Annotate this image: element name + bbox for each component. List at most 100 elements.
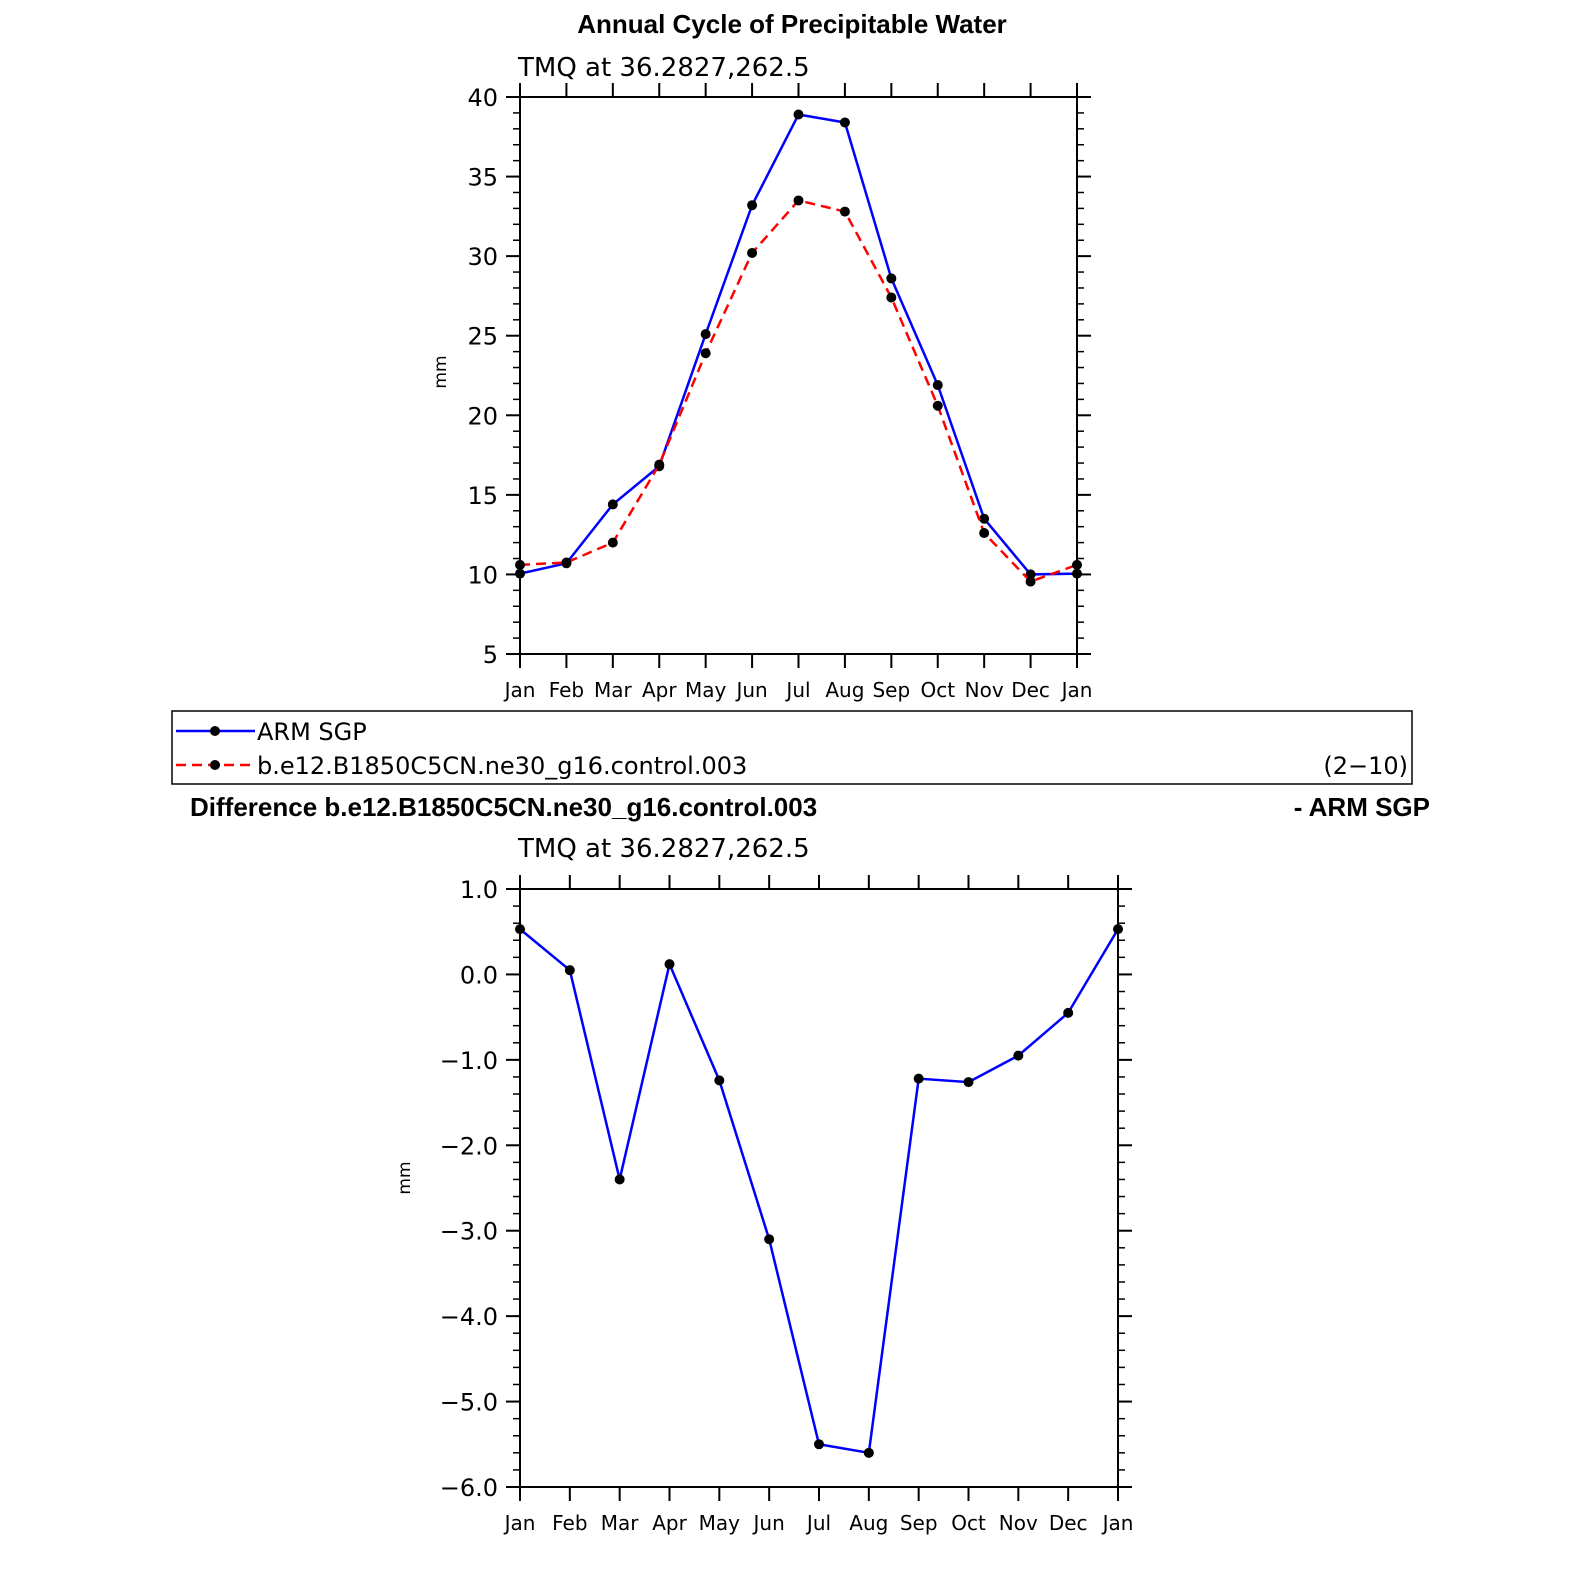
data-point (1063, 1007, 1074, 1018)
legend: ARM SGP b.e12.B1850C5CN.ne30_g16.control… (171, 710, 1413, 785)
y-tick-label: 15 (467, 482, 498, 510)
data-point (564, 965, 575, 976)
data-point (932, 400, 943, 411)
series-group (515, 109, 1082, 587)
x-tick-label: Jan (1060, 678, 1093, 702)
x-tick-label: Aug (825, 678, 864, 702)
data-point (839, 117, 850, 128)
x-tick-label: May (685, 678, 727, 702)
legend-frame (171, 710, 1413, 785)
data-point (839, 206, 850, 217)
data-point (979, 513, 990, 524)
x-tick-label: Feb (552, 1511, 587, 1535)
difference-chart: Difference b.e12.B1850C5CN.ne30_g16.cont… (190, 792, 1430, 1535)
data-point (1072, 568, 1082, 579)
y-tick-label: −3.0 (440, 1218, 498, 1246)
y-tick-label: 25 (467, 323, 498, 351)
data-point (1025, 576, 1036, 587)
data-point (747, 200, 758, 211)
x-tick-label: Jan (1101, 1511, 1134, 1535)
y-tick-label: 35 (467, 164, 498, 192)
data-point (932, 380, 943, 391)
data-point (607, 499, 618, 510)
x-tick-label: Feb (549, 678, 584, 702)
difference-y-axis-label: mm (395, 1161, 415, 1194)
data-point (886, 273, 897, 284)
difference-series-group (515, 924, 1123, 1458)
y-tick-label: 20 (467, 402, 498, 430)
y-tick-label: 5 (483, 641, 498, 669)
data-point (561, 557, 572, 568)
data-point (607, 537, 618, 548)
x-tick-label: Sep (900, 1511, 938, 1535)
x-tick-label: Jan (503, 1511, 536, 1535)
plot-frame (519, 96, 1078, 655)
data-point (793, 195, 804, 206)
y-tick-label: −1.0 (440, 1047, 498, 1075)
legend-marker-model (210, 760, 220, 770)
series-line-1 (519, 199, 1078, 584)
data-point (747, 247, 758, 258)
legend-marker-arm-sgp (210, 726, 220, 736)
plot-frame (519, 888, 1119, 1488)
x-tick-label: Aug (849, 1511, 888, 1535)
legend-entry-arm-sgp: ARM SGP (257, 718, 367, 746)
y-axis-label: mm (431, 355, 451, 388)
x-tick-label: Mar (601, 1511, 640, 1535)
difference-plot-area: Jan Feb Mar Apr May Jun Jul Aug Sep Oct Nov Dec Jan−… (440, 875, 1134, 1535)
data-point (1072, 559, 1082, 570)
data-point (863, 1447, 874, 1458)
data-point (814, 1439, 824, 1450)
data-point (664, 959, 675, 970)
data-point (1113, 924, 1123, 935)
data-point (700, 329, 711, 340)
series-line-0 (519, 113, 1078, 576)
difference-title-right: - ARM SGP (1294, 792, 1430, 822)
data-point (886, 292, 897, 303)
plot-area: Jan Feb Mar Apr May Jun Jul Aug Sep Oct Nov Dec Jan5… (467, 83, 1092, 702)
data-point (654, 459, 665, 470)
x-tick-label: Oct (951, 1511, 986, 1535)
y-tick-label: 30 (467, 243, 498, 271)
x-tick-label: Mar (594, 678, 633, 702)
x-tick-label: May (699, 1511, 741, 1535)
y-tick-label: −2.0 (440, 1132, 498, 1160)
y-tick-label: −4.0 (440, 1303, 498, 1331)
x-tick-label: Jan (503, 678, 536, 702)
legend-note: (2−10) (1323, 752, 1408, 780)
y-tick-label: −5.0 (440, 1389, 498, 1417)
data-point (1025, 569, 1036, 580)
data-point (1013, 1050, 1024, 1061)
x-tick-label: Sep (872, 678, 910, 702)
x-tick-label: Jul (805, 1511, 831, 1535)
x-tick-label: Apr (652, 1511, 687, 1535)
x-tick-label: Dec (1049, 1511, 1088, 1535)
data-point (515, 568, 525, 579)
x-tick-label: Nov (999, 1511, 1038, 1535)
x-tick-label: Oct (920, 678, 955, 702)
data-point (913, 1073, 924, 1084)
y-tick-label: 40 (467, 84, 498, 112)
x-tick-label: Apr (642, 678, 677, 702)
data-point (963, 1077, 974, 1088)
y-tick-label: −6.0 (440, 1474, 498, 1502)
x-tick-label: Jul (784, 678, 810, 702)
y-tick-label: 1.0 (460, 876, 498, 904)
data-point (764, 1234, 775, 1245)
data-point (614, 1174, 625, 1185)
data-point (714, 1075, 725, 1086)
data-point (515, 924, 525, 935)
y-tick-label: 10 (467, 561, 498, 589)
x-tick-label: Dec (1011, 678, 1050, 702)
data-point (793, 109, 804, 120)
y-tick-label: 0.0 (460, 961, 498, 989)
data-point (515, 559, 525, 570)
legend-entry-model: b.e12.B1850C5CN.ne30_g16.control.003 (257, 752, 747, 780)
x-tick-label: Jun (752, 1511, 785, 1535)
data-point (700, 348, 711, 359)
data-point (979, 528, 990, 539)
difference-title: Difference b.e12.B1850C5CN.ne30_g16.cont… (190, 792, 817, 822)
chart-title: Annual Cycle of Precipitable Water (577, 9, 1007, 39)
series-line-0 (519, 928, 1120, 1455)
